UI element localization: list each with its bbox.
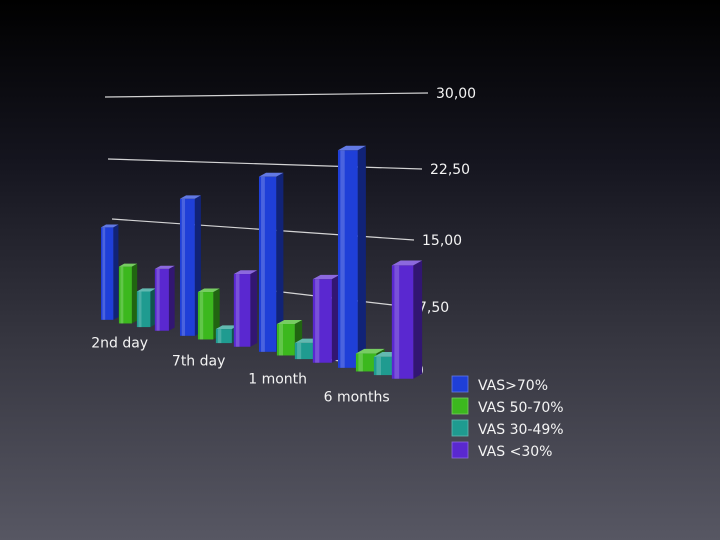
bar-top	[355, 348, 385, 354]
x-category-label: 7th day	[172, 354, 225, 370]
x-category-label: 6 months	[324, 390, 390, 406]
bar-highlight	[102, 227, 106, 320]
legend-label: VAS 50-70%	[478, 400, 564, 416]
bar-highlight	[315, 279, 320, 363]
bar-side	[331, 274, 340, 363]
bar-highlight	[235, 274, 240, 347]
bar-highlight	[138, 291, 142, 328]
bar-side	[131, 263, 138, 324]
bar	[197, 288, 220, 340]
grid-line	[107, 158, 423, 170]
x-category-label: 1 month	[248, 372, 307, 388]
legend-item: VAS <30%	[451, 441, 552, 460]
bar-highlight	[217, 329, 222, 344]
bar-highlight	[156, 268, 160, 331]
legend-label: VAS <30%	[478, 444, 552, 460]
legend-swatch	[451, 441, 469, 459]
bar-side	[113, 224, 119, 320]
legend: VAS>70% VAS 50-70% VAS 30-49% VAS <30%	[451, 375, 564, 460]
bar-side	[276, 172, 284, 352]
legend-item: VAS 30-49%	[451, 419, 564, 438]
bar	[233, 270, 258, 347]
bar-highlight	[376, 356, 382, 376]
bar-top	[337, 145, 366, 151]
legend-item: VAS>70%	[451, 375, 548, 394]
bar-side	[150, 288, 156, 328]
bar-side	[357, 145, 366, 368]
bar-highlight	[358, 353, 363, 372]
bar-highlight	[261, 176, 265, 352]
bar	[118, 263, 138, 324]
bar-side	[413, 260, 423, 379]
bars	[100, 145, 423, 379]
bar-top	[391, 260, 423, 266]
bar-top	[276, 319, 303, 325]
bar-highlight	[199, 292, 204, 340]
bar-top	[100, 224, 119, 228]
bar-highlight	[181, 198, 186, 336]
bar	[136, 288, 156, 328]
x-category-label: 2nd day	[91, 336, 148, 352]
legend-swatch	[451, 419, 469, 437]
bar-highlight	[297, 342, 302, 360]
grid-line	[104, 92, 429, 98]
y-tick-label: 22,50	[430, 162, 470, 178]
legend-swatch	[451, 375, 469, 393]
bar-highlight	[279, 324, 284, 356]
bar-top	[215, 325, 239, 330]
bar	[154, 265, 175, 331]
bar-top	[312, 274, 340, 280]
bar-side	[213, 288, 220, 340]
bar-top	[154, 265, 175, 269]
bar-top	[136, 288, 156, 292]
bar	[391, 260, 423, 379]
bar-side	[168, 265, 175, 331]
legend-label: VAS 30-49%	[478, 422, 564, 438]
y-tick-label: 7,50	[418, 300, 449, 316]
legend-item: VAS 50-70%	[451, 397, 564, 416]
legend-label: VAS>70%	[478, 378, 548, 394]
bar-highlight	[120, 266, 124, 324]
bar-side	[250, 270, 258, 347]
y-tick-label: 30,00	[436, 86, 476, 102]
bar-highlight	[340, 150, 345, 368]
bar	[258, 172, 284, 352]
bar	[337, 145, 366, 368]
bar-top	[118, 263, 138, 267]
bar	[179, 195, 201, 336]
bar-top	[179, 195, 201, 199]
y-tick-label: 15,00	[422, 233, 462, 249]
bar-highlight	[394, 265, 400, 379]
bar	[100, 224, 119, 320]
x-axis-categories: 2nd day 7th day 1 month 6 months	[91, 336, 389, 406]
bar-top	[258, 172, 284, 177]
legend-swatch	[451, 397, 469, 415]
bar-top	[233, 270, 258, 275]
bar-top	[197, 288, 220, 293]
bar	[312, 274, 340, 363]
